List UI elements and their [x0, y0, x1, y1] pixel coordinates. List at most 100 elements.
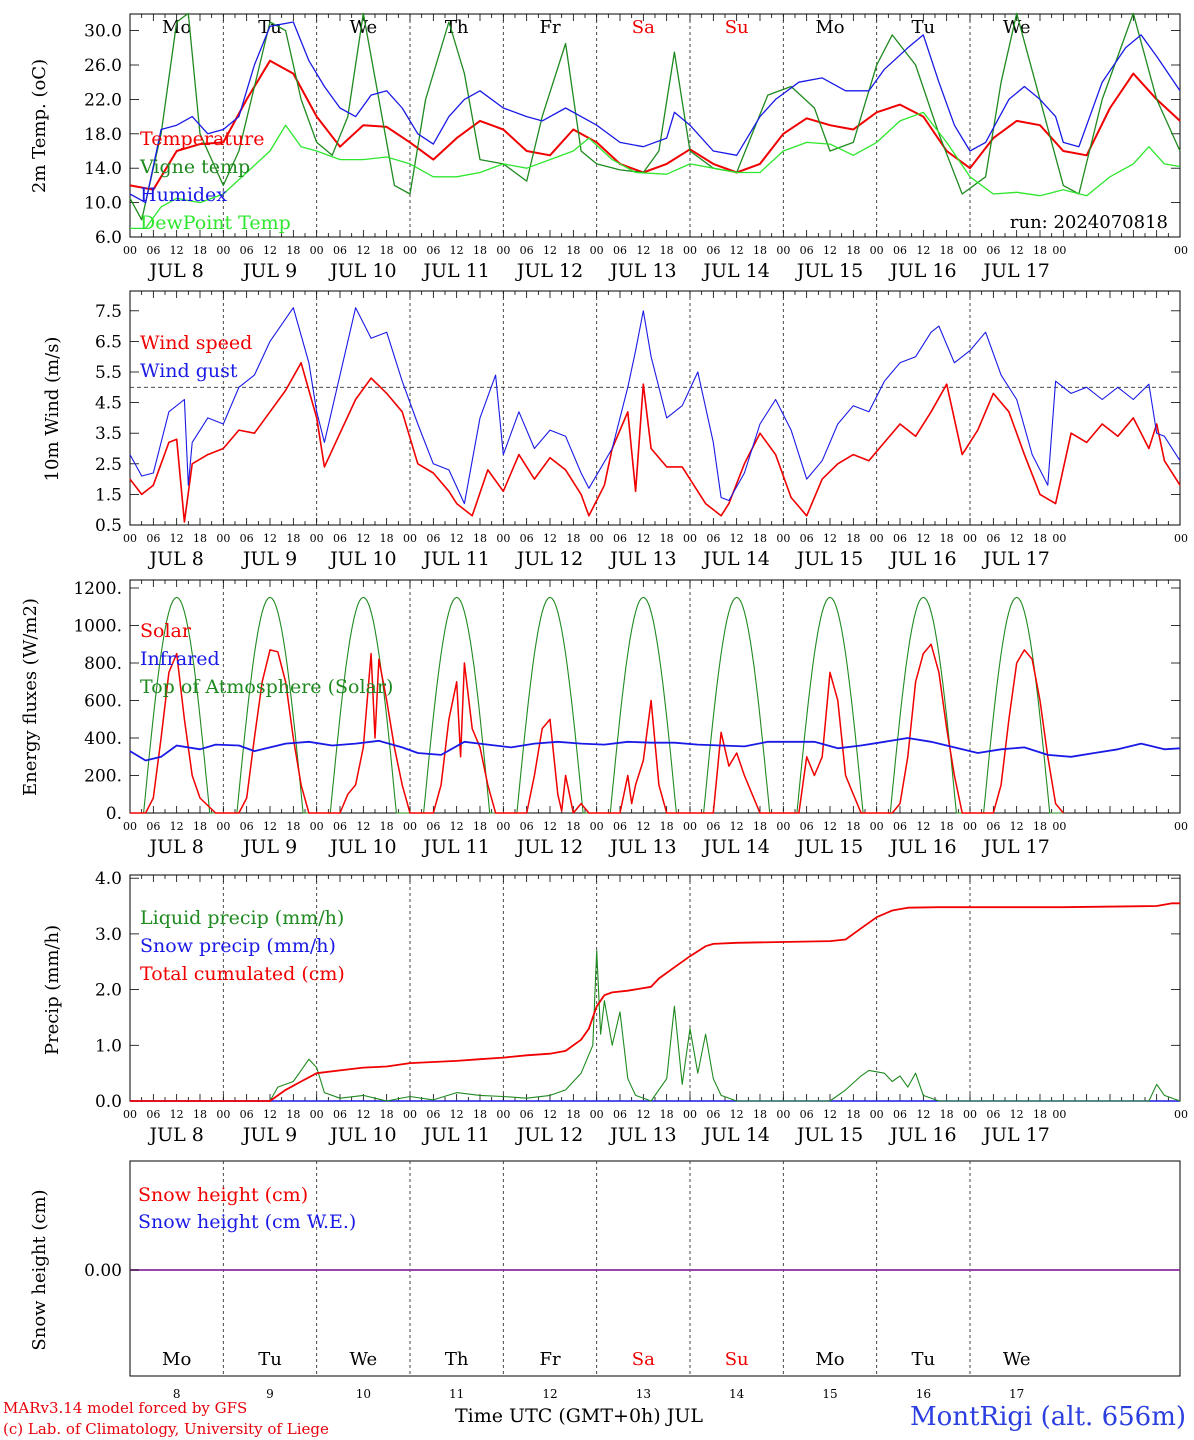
hour-label: 18	[193, 532, 207, 545]
date-label: JUL 14	[701, 1124, 769, 1146]
hour-label: 18	[380, 244, 394, 257]
y-tick-label: 30.0	[84, 22, 122, 42]
hour-label: 06	[893, 532, 907, 545]
hour-label: 00	[590, 244, 604, 257]
day-name: Tu	[258, 1349, 282, 1370]
hour-label: 18	[380, 820, 394, 833]
hour-label: 00	[870, 820, 884, 833]
day-name: Su	[725, 17, 749, 38]
y-tick-label: 0.	[106, 804, 122, 824]
hour-label: 06	[426, 532, 440, 545]
line-liquid-precip-mm-h-	[130, 950, 1181, 1102]
day-name: We	[349, 1349, 377, 1370]
day-name: Su	[725, 1349, 749, 1370]
hour-label: 06	[240, 820, 254, 833]
legend-entry: Vigne temp	[139, 156, 250, 178]
hour-label: 12	[823, 244, 837, 257]
day-number: 17	[1009, 1387, 1024, 1401]
hour-label: 00	[963, 244, 977, 257]
hour-label: 06	[613, 532, 627, 545]
hour-label: 12	[1010, 1108, 1024, 1121]
date-label: JUL 13	[608, 548, 676, 570]
hour-label: 00	[403, 820, 417, 833]
y-tick-label: 3.5	[95, 424, 122, 444]
hour-label: 06	[800, 1108, 814, 1121]
hour-label: 12	[543, 820, 557, 833]
hour-label: 00	[870, 1108, 884, 1121]
hour-label: 00	[123, 1108, 137, 1121]
y-tick-label: 600.	[84, 692, 122, 712]
hour-label: 00	[776, 244, 790, 257]
day-name: Fr	[539, 17, 560, 38]
hour-label: 12	[1010, 532, 1024, 545]
hour-label: 00	[683, 244, 697, 257]
hour-label: 06	[520, 1108, 534, 1121]
hour-label: 06	[986, 820, 1000, 833]
hour-label: 12	[450, 1108, 464, 1121]
y-tick-label: 6.5	[95, 332, 122, 352]
hour-label: 18	[660, 532, 674, 545]
y-tick-label: 3.0	[95, 925, 122, 945]
hour-label: 12	[170, 1108, 184, 1121]
hour-label: 18	[566, 1108, 580, 1121]
hour-label: 06	[613, 820, 627, 833]
line-infrared	[129, 737, 1181, 762]
day-number: 14	[729, 1387, 745, 1401]
legend-entry: Top of Atmosphere (Solar)	[140, 676, 393, 698]
y-tick-label: 22.0	[84, 90, 122, 110]
hour-label: 18	[660, 244, 674, 257]
date-label: JUL 13	[608, 836, 676, 858]
line-wind-gust	[129, 307, 1181, 505]
y-axis-title: Energy fluxes (W/m2)	[20, 598, 41, 796]
hour-label: 18	[940, 244, 954, 257]
hour-label: 06	[146, 1108, 160, 1121]
hour-label: 00	[963, 1108, 977, 1121]
hour-label: 12	[450, 820, 464, 833]
hour-label: 18	[193, 244, 207, 257]
hour-label: 00	[1052, 244, 1066, 257]
date-label: JUL 8	[147, 548, 203, 570]
hour-label: 18	[753, 820, 767, 833]
hour-label: 00	[310, 532, 324, 545]
hour-label: 06	[240, 1108, 254, 1121]
hour-label: 12	[636, 532, 650, 545]
hour-label: 12	[356, 532, 370, 545]
station-name: MontRigi (alt. 656m)	[910, 1402, 1186, 1432]
hour-label: 00	[216, 532, 230, 545]
hour-label: 06	[893, 244, 907, 257]
date-label: JUL 12	[515, 836, 583, 858]
hour-label: 12	[263, 820, 277, 833]
hour-label: 12	[823, 820, 837, 833]
date-label: JUL 17	[981, 260, 1049, 282]
y-tick-label: 400.	[84, 729, 122, 749]
date-label: JUL 9	[241, 836, 297, 858]
hour-label: 00	[776, 1108, 790, 1121]
hour-label: 06	[706, 1108, 720, 1121]
hour-label: 18	[566, 532, 580, 545]
hour-label: 06	[520, 244, 534, 257]
hour-label: 00	[123, 820, 137, 833]
date-label: JUL 10	[328, 548, 396, 570]
day-name: Tu	[912, 1349, 936, 1370]
day-name: Mo	[162, 17, 191, 38]
date-label: JUL 16	[888, 1124, 956, 1146]
hour-label: 00	[1052, 1108, 1066, 1121]
y-tick-label: 4.5	[95, 394, 122, 414]
legend-entry: Liquid precip (mm/h)	[140, 907, 344, 929]
hour-label: 00	[590, 1108, 604, 1121]
hour-label: 12	[636, 820, 650, 833]
line-humidex	[129, 21, 1181, 204]
hour-label: 00	[310, 820, 324, 833]
hour-label: 18	[473, 1108, 487, 1121]
hour-label: 06	[520, 532, 534, 545]
line-temperature	[129, 59, 1181, 191]
hour-label: 06	[240, 244, 254, 257]
run-label: run: 2024070818	[1010, 212, 1168, 233]
hour-label: 00	[870, 532, 884, 545]
date-label: JUL 11	[421, 1124, 489, 1146]
hour-label: 06	[240, 532, 254, 545]
hour-label: 06	[986, 532, 1000, 545]
hour-label: 06	[426, 244, 440, 257]
hour-label: 18	[286, 532, 300, 545]
hour-label: 12	[543, 244, 557, 257]
